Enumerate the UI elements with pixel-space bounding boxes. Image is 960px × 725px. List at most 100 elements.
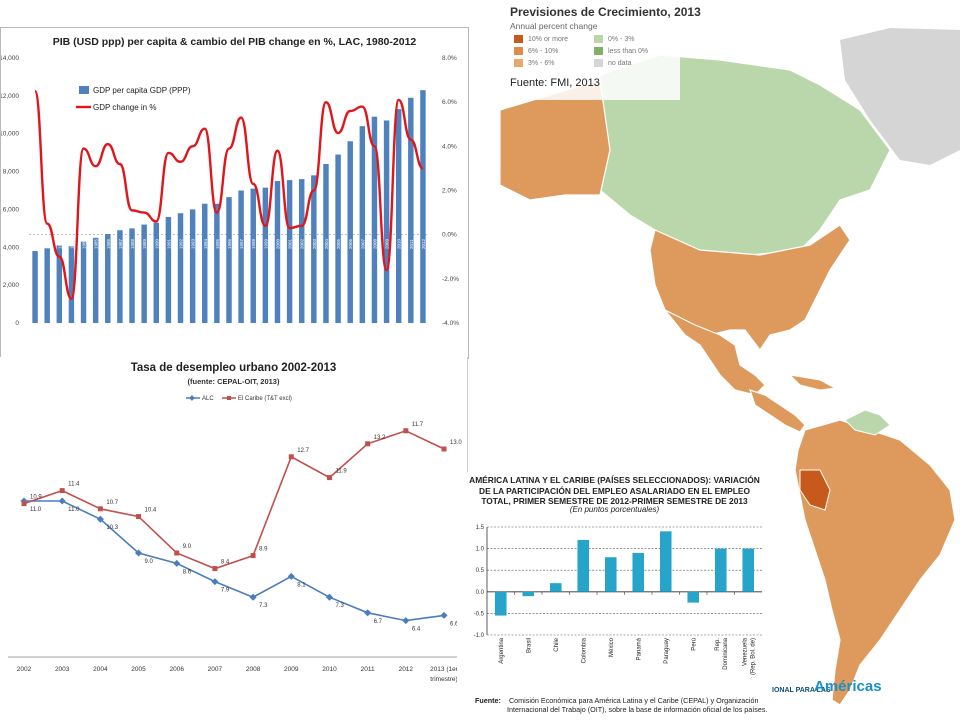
wage-bar [632,552,645,592]
map-legend-swatch [594,59,603,67]
map-legend-label: less than 0% [608,47,649,55]
gdp-bar [274,181,281,323]
map-legend-label: 0% - 3% [608,35,635,43]
gdp-bar [202,203,208,323]
map-legend-item: 0% - 3% [594,35,634,43]
logo-small-text: IONAL PARA LAS [772,687,831,694]
unemployment-data-label: 11.0 [68,507,80,513]
unemployment-x-tick-label: 2009 [284,666,299,673]
wage-bar [604,557,617,592]
unemployment-data-label: 7.9 [221,588,230,594]
map-legend-swatch [594,35,603,43]
gdp-x-tick-label: 1995 [215,238,220,249]
wage-x-tick-label: Brasil [526,638,532,653]
gdp-bar [214,203,220,323]
gdp-bar [286,180,293,323]
map-subtitle: Annual percent change [510,21,598,31]
unemployment-chart-subtitle: (fuente: CEPAL-OIT, 2013) [187,377,280,386]
unemployment-caribe-marker [212,566,218,572]
gdp-bar [56,245,63,323]
unemployment-x-tick-label: 2002 [17,666,32,673]
unemployment-data-label: 11.7 [412,422,424,428]
unemployment-caribe-marker [441,446,447,452]
unemployment-data-label: 9.0 [183,544,192,550]
unemployment-data-label: 8.1 [297,582,306,588]
unemployment-caribe-marker [136,514,142,520]
gdp-bar [189,209,196,323]
gdp-x-tick-label: 1983 [69,238,74,249]
wage-x-tick-label: Chile [554,637,560,651]
map-canada [594,54,891,256]
gdp-x-tick-label: 1999 [263,238,268,249]
unemployment-x-tick-label: 2005 [131,666,146,673]
unemployment-x-tick-label: 2012 [399,666,414,673]
gdp-x-tick-label: 2000 [275,238,280,249]
map-legend-swatch [594,47,603,55]
unemployment-data-label: 7.3 [335,603,344,609]
wage-x-tick-label: Paraguay [664,638,670,664]
gdp-y2-tick-label: 2.0% [442,188,457,195]
wage-x-tick-label: México [609,637,615,657]
wage-bar [577,539,590,592]
map-central-america [749,389,806,433]
gdp-x-tick-label: 1986 [106,238,111,249]
wage-source-label: Fuente: [475,696,501,705]
unemployment-data-label: 11.0 [30,507,42,513]
gdp-y-tick-label: 14,000 [1,55,19,62]
wage-source-line: Comisión Económica para América Latina y… [508,696,759,705]
map-greenland [840,28,960,165]
unemployment-alc-marker [325,593,333,601]
wage-bar [549,583,562,592]
gdp-x-tick-label: 2009 [385,238,390,249]
gdp-chart: 0 2,000 4,000 6,000 8,000 10,000 12,000 14,000 -… [1,55,459,327]
gdp-bar [129,228,135,323]
map-legend-item: 3% - 6% [514,59,554,67]
wage-y-tick-label: 1.5 [476,525,485,531]
americas-logo: IONAL PARA LAS Américas [772,676,960,706]
gdp-y2-tick-label: -2.0% [442,276,459,283]
gdp-bar [153,222,159,323]
map-legend-label: 10% or more [528,35,569,43]
unemployment-legend-marker [189,395,195,401]
gdp-bar [359,126,366,324]
gdp-x-tick-label: 1992 [179,238,184,249]
gdp-x-tick-label: 2004 [324,238,329,249]
logo-big-text: Américas [814,678,882,695]
unemployment-chart: ALC El Caribe (T&T excl) 2002 2003 2004 2005 2… [8,395,462,683]
wage-x-tick-label: Venezuela [742,637,748,666]
map-title: Previsiones de Crecimiento, 2013 [510,5,701,19]
gdp-x-tick-label: 1994 [203,238,208,249]
wage-chart-subtitle: (En puntos porcentuales) [569,505,660,514]
gdp-x-tick-label: 1985 [94,238,99,249]
wage-chart-title-line: TOTAL, PRIMER SEMESTRE DE 2012-PRIMER SE… [481,496,748,506]
unemployment-caribe-marker [288,454,294,460]
wage-x-tick-label: Rep. [715,638,721,651]
gdp-x-tick-label: 1998 [251,238,256,249]
gdp-bar [68,246,75,323]
unemployment-caribe-marker [365,441,371,447]
unemployment-legend-label: ALC [202,396,214,402]
gdp-bar [250,188,256,323]
wage-x-tick-label: (Rep. Bol. de) [750,638,756,675]
gdp-bar [177,213,184,323]
map-legend-label: no data [608,59,632,67]
unemployment-data-label: 13.0 [450,440,462,446]
gdp-y-tick-label: 0 [15,320,19,327]
map-legend-item: less than 0% [594,47,648,55]
gdp-bar [371,116,378,323]
unemployment-alc-marker [440,611,448,619]
unemployment-caribe-marker [326,475,332,481]
gdp-y2-tick-label: 6.0% [442,99,457,106]
unemployment-data-label: 8.6 [183,569,192,575]
unemployment-alc-marker [58,497,66,505]
unemployment-chart-title: Tasa de desempleo urbano 2002-2013 [130,362,337,374]
map-south-america [794,419,956,706]
gdp-x-tick-label: 2001 [288,238,293,249]
unemployment-x-tick-label: 2013 (1er [430,666,459,673]
gdp-bar [238,190,244,323]
gdp-legend-label: GDP change in % [93,103,156,112]
wage-bar [659,531,672,592]
gdp-y2-tick-label: -4.0% [442,320,459,327]
map-caribbean [788,374,837,391]
map-venezuela-guyana [844,409,891,436]
